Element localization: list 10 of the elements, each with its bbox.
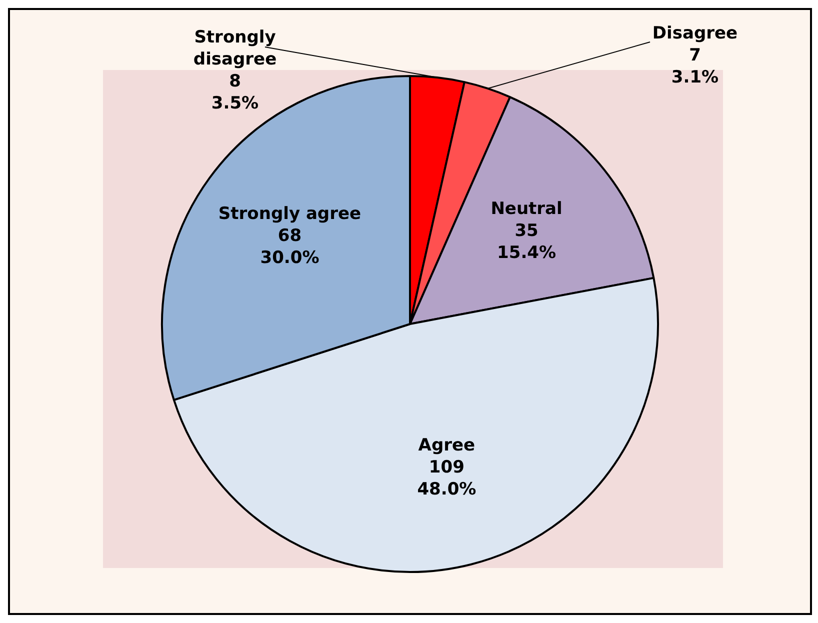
slice-label: Disagree — [652, 23, 738, 44]
slice-label: Strongly disagree — [193, 27, 277, 70]
slice-label: Neutral — [490, 198, 562, 219]
slice-label: Agree — [418, 436, 476, 456]
data-label: 8 3.5% — [211, 71, 259, 114]
data-label: 7 3.1% — [671, 45, 719, 88]
slice-label: Strongly agree — [218, 204, 362, 224]
data-label: 68 30.0% — [260, 226, 320, 268]
data-label: 109 48.0% — [417, 458, 476, 500]
data-label: 35 15.4% — [497, 220, 556, 263]
